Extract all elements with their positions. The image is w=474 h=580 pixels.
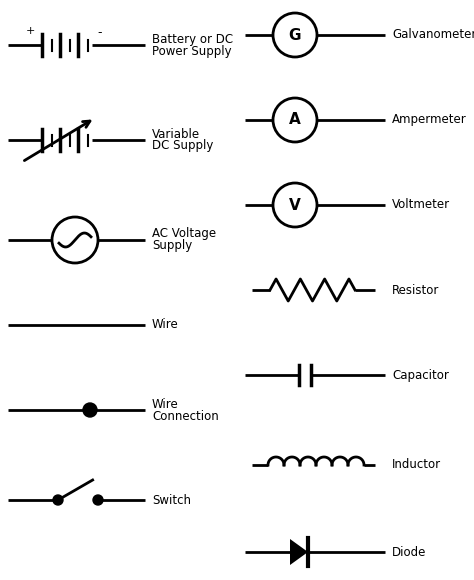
Text: V: V — [289, 198, 301, 212]
Text: -: - — [98, 27, 102, 39]
Circle shape — [83, 403, 97, 417]
Text: A: A — [289, 113, 301, 128]
Text: +: + — [25, 26, 35, 36]
Text: Diode: Diode — [392, 546, 427, 559]
Text: Wire: Wire — [152, 397, 179, 411]
Text: G: G — [289, 27, 301, 42]
Polygon shape — [290, 539, 308, 565]
Text: Ampermeter: Ampermeter — [392, 114, 467, 126]
Text: Variable: Variable — [152, 128, 200, 140]
Text: Galvanometer: Galvanometer — [392, 28, 474, 42]
Text: AC Voltage: AC Voltage — [152, 227, 216, 241]
Text: Wire: Wire — [152, 318, 179, 332]
Text: Connection: Connection — [152, 409, 219, 422]
Text: Voltmeter: Voltmeter — [392, 198, 450, 212]
Text: Power Supply: Power Supply — [152, 45, 232, 57]
Text: Supply: Supply — [152, 240, 192, 252]
Text: Capacitor: Capacitor — [392, 368, 449, 382]
Circle shape — [53, 495, 63, 505]
Text: Inductor: Inductor — [392, 459, 441, 472]
Text: Resistor: Resistor — [392, 284, 439, 296]
Text: DC Supply: DC Supply — [152, 140, 213, 153]
Circle shape — [93, 495, 103, 505]
Text: Switch: Switch — [152, 494, 191, 506]
Text: Battery or DC: Battery or DC — [152, 32, 233, 45]
